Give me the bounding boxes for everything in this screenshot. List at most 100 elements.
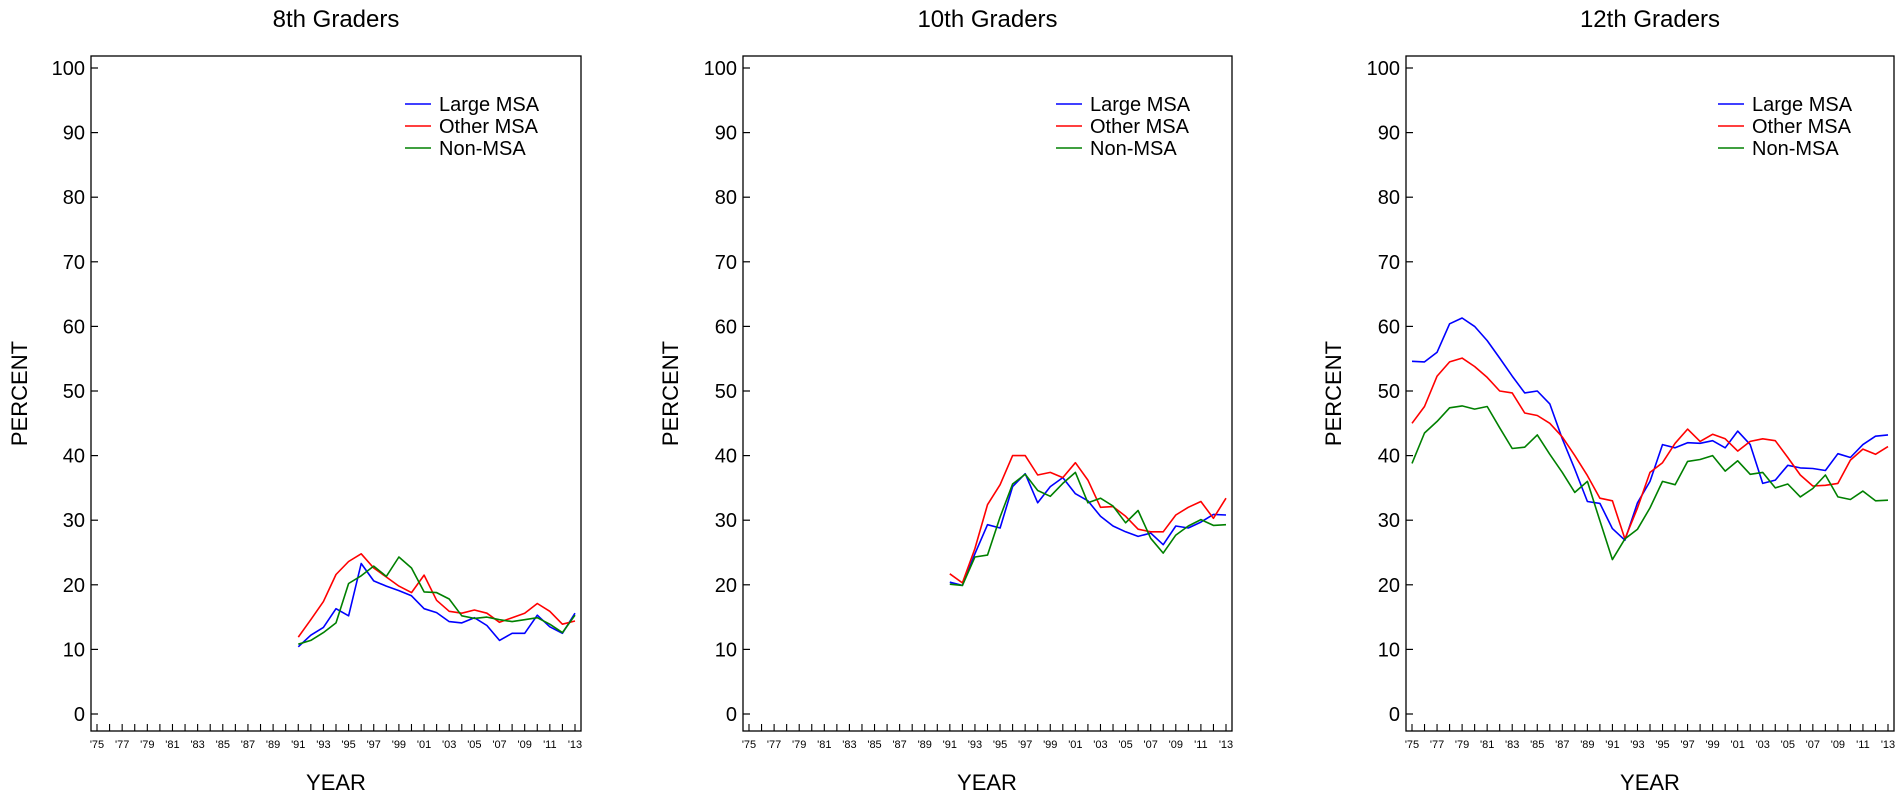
- y-tick-label: 100: [52, 58, 85, 80]
- x-tick-label: '13: [1881, 739, 1895, 751]
- x-tick-label: '85: [1530, 739, 1544, 751]
- y-tick-label: 70: [715, 252, 737, 274]
- y-tick-label: 50: [63, 381, 85, 403]
- x-tick-label: '87: [1555, 739, 1569, 751]
- y-tick-label: 10: [715, 639, 737, 661]
- x-tick-label: '91: [943, 739, 957, 751]
- x-tick-label: '77: [767, 739, 781, 751]
- x-tick-label: '01: [1731, 739, 1745, 751]
- x-tick-label: '83: [842, 739, 856, 751]
- x-tick-label: '07: [1806, 739, 1820, 751]
- x-tick-label: '87: [241, 739, 255, 751]
- x-tick-label: '95: [1655, 739, 1669, 751]
- x-tick-label: '77: [1430, 739, 1444, 751]
- chart-title: 10th Graders: [917, 6, 1057, 33]
- x-tick-label: '79: [1455, 739, 1469, 751]
- x-tick-label: '09: [518, 739, 532, 751]
- x-tick-label: '01: [417, 739, 431, 751]
- x-tick-label: '89: [1580, 739, 1594, 751]
- x-tick-label: '83: [1505, 739, 1519, 751]
- y-tick-label: 10: [1378, 639, 1400, 661]
- x-tick-label: '03: [1756, 739, 1770, 751]
- x-tick-label: '05: [467, 739, 481, 751]
- x-tick-label: '85: [867, 739, 881, 751]
- x-tick-label: '07: [1144, 739, 1158, 751]
- x-tick-label: '75: [90, 739, 104, 751]
- x-tick-label: '97: [1680, 739, 1694, 751]
- x-tick-label: '81: [1480, 739, 1494, 751]
- x-tick-label: '79: [792, 739, 806, 751]
- legend-label: Non-MSA: [439, 138, 526, 160]
- y-tick-label: 20: [1378, 575, 1400, 597]
- x-tick-label: '99: [1705, 739, 1719, 751]
- x-tick-label: '93: [316, 739, 330, 751]
- x-tick-label: '95: [341, 739, 355, 751]
- x-tick-label: '05: [1781, 739, 1795, 751]
- chart-panel-2: 10th Graders 0 10 20 30 40 50 60 70 80 90 100 '75 '77…: [658, 6, 1233, 795]
- x-axis-label: YEAR: [306, 770, 366, 795]
- series-line-other-msa: [1411, 357, 1889, 540]
- x-tick-label: '11: [543, 739, 557, 751]
- chart-panel-1: 8th Graders 0 10 20 30 40 50 60 70 80 90 100 '75 '77 '…: [7, 6, 582, 795]
- chart-panel-3: 12th Graders 0 10 20 30 40 50 60 70 80 90 100 '75 '77…: [1321, 6, 1895, 795]
- series-line-large-msa: [297, 562, 576, 648]
- x-tick-label: '11: [1194, 739, 1208, 751]
- y-axis-label: PERCENT: [658, 341, 683, 446]
- y-tick-label: 90: [715, 123, 737, 145]
- legend-label: Other MSA: [439, 116, 539, 138]
- legend-label: Large MSA: [1752, 94, 1853, 116]
- chart-title: 8th Graders: [273, 6, 400, 33]
- x-tick-label: '89: [918, 739, 932, 751]
- y-tick-label: 10: [63, 639, 85, 661]
- x-axis-label: YEAR: [957, 770, 1017, 795]
- x-tick-label: '91: [1605, 739, 1619, 751]
- y-tick-label: 40: [63, 446, 85, 468]
- x-tick-label: '81: [165, 739, 179, 751]
- x-tick-label: '01: [1068, 739, 1082, 751]
- x-tick-label: '05: [1118, 739, 1132, 751]
- y-tick-label: 100: [1367, 58, 1400, 80]
- x-tick-label: '03: [442, 739, 456, 751]
- series-line-large-msa: [1411, 317, 1889, 542]
- legend-label: Other MSA: [1090, 116, 1190, 138]
- y-axis-label: PERCENT: [7, 341, 32, 446]
- series-line-non-msa: [1411, 405, 1889, 561]
- y-tick-label: 60: [63, 316, 85, 338]
- x-tick-label: '87: [892, 739, 906, 751]
- y-tick-label: 50: [715, 381, 737, 403]
- x-tick-label: '81: [817, 739, 831, 751]
- x-tick-label: '11: [1856, 739, 1870, 751]
- x-tick-label: '89: [266, 739, 280, 751]
- y-tick-label: 0: [1389, 704, 1400, 726]
- x-tick-label: '07: [492, 739, 506, 751]
- x-tick-label: '95: [993, 739, 1007, 751]
- y-tick-label: 40: [1378, 446, 1400, 468]
- y-tick-label: 70: [1378, 252, 1400, 274]
- x-tick-label: '99: [392, 739, 406, 751]
- x-tick-label: '99: [1043, 739, 1057, 751]
- y-tick-label: 60: [715, 316, 737, 338]
- y-tick-label: 30: [715, 510, 737, 532]
- y-tick-label: 30: [1378, 510, 1400, 532]
- y-tick-label: 80: [715, 187, 737, 209]
- series-line-non-msa: [949, 471, 1227, 587]
- y-tick-label: 30: [63, 510, 85, 532]
- x-tick-label: '13: [568, 739, 582, 751]
- x-tick-label: '03: [1093, 739, 1107, 751]
- legend-label: Other MSA: [1752, 116, 1852, 138]
- y-tick-label: 80: [1378, 187, 1400, 209]
- series-line-non-msa: [298, 556, 576, 645]
- legend-label: Large MSA: [1090, 94, 1191, 116]
- y-tick-label: 20: [715, 575, 737, 597]
- y-tick-label: 80: [63, 187, 85, 209]
- x-tick-label: '93: [968, 739, 982, 751]
- x-tick-label: '97: [1018, 739, 1032, 751]
- x-tick-label: '75: [1405, 739, 1419, 751]
- y-tick-label: 0: [74, 704, 85, 726]
- y-tick-label: 60: [1378, 316, 1400, 338]
- x-tick-label: '13: [1219, 739, 1233, 751]
- chart-title: 12th Graders: [1580, 6, 1720, 33]
